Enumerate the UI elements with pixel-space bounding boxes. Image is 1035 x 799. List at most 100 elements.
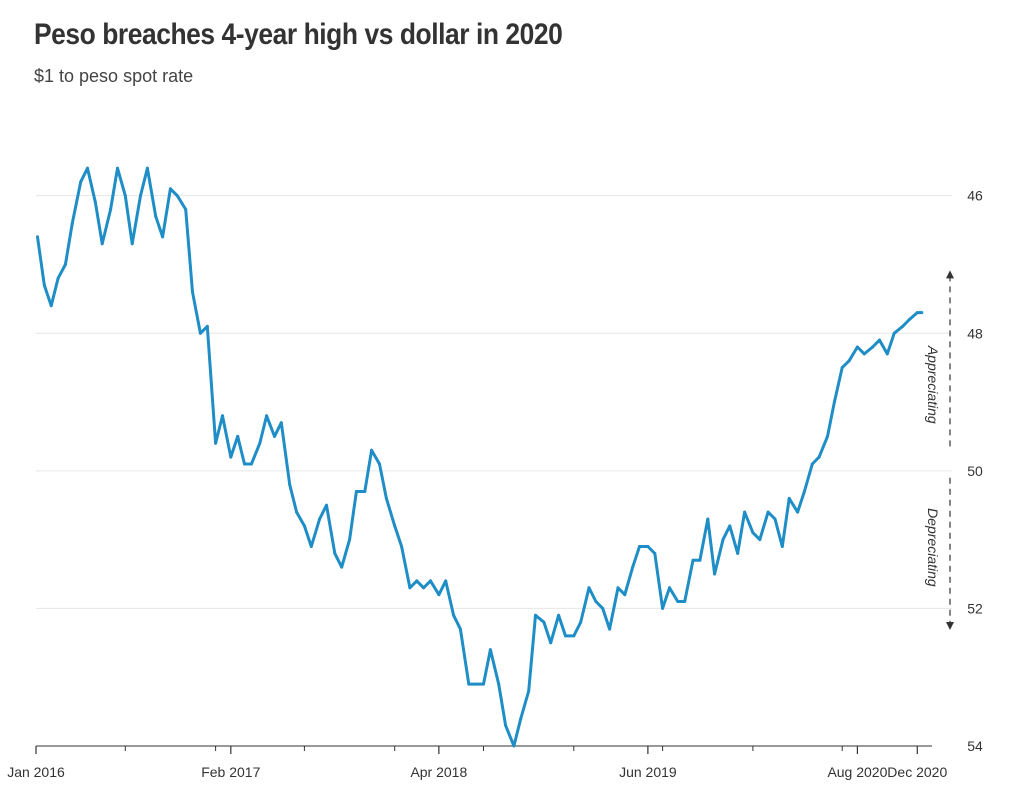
data-point xyxy=(616,586,620,590)
data-point xyxy=(288,483,292,487)
data-point xyxy=(817,455,821,459)
data-point xyxy=(348,538,352,542)
data-point xyxy=(236,434,240,438)
depreciating-label: Depreciating xyxy=(925,508,941,587)
data-point xyxy=(638,545,641,548)
gridlines xyxy=(36,195,952,609)
data-point xyxy=(444,579,448,583)
data-point xyxy=(145,166,149,170)
y-tick-label: 52 xyxy=(967,600,983,616)
data-point xyxy=(258,441,262,445)
data-point xyxy=(56,276,60,280)
data-point xyxy=(519,717,523,720)
data-point xyxy=(273,434,276,438)
data-point xyxy=(474,682,478,686)
data-point xyxy=(668,586,671,590)
data-point xyxy=(198,331,202,335)
data-point xyxy=(564,634,567,638)
x-tick-label: Aug 2020 xyxy=(827,764,887,780)
y-tick-label: 50 xyxy=(967,463,983,479)
data-point xyxy=(504,723,508,727)
data-point xyxy=(221,414,224,418)
data-point xyxy=(279,421,283,425)
data-point xyxy=(915,311,919,315)
data-point xyxy=(354,490,358,493)
data-point xyxy=(184,207,188,211)
data-point xyxy=(205,324,209,328)
data-point xyxy=(452,613,456,617)
data-point xyxy=(706,517,710,521)
data-point xyxy=(743,510,747,514)
data-point xyxy=(42,283,46,287)
data-point xyxy=(318,517,322,521)
data-point xyxy=(661,606,665,610)
data-point xyxy=(214,441,218,445)
data-point xyxy=(892,331,896,335)
data-point xyxy=(796,510,800,514)
data-point xyxy=(826,434,829,438)
data-point xyxy=(482,682,485,686)
data-point xyxy=(631,565,635,569)
data-point xyxy=(295,510,299,514)
data-point xyxy=(810,462,814,466)
data-point xyxy=(497,682,501,686)
data-point xyxy=(802,490,806,493)
data-point xyxy=(363,490,367,493)
data-point xyxy=(572,634,576,638)
data-point xyxy=(86,166,89,170)
data-point xyxy=(467,682,471,686)
data-point xyxy=(93,201,97,204)
appreciating-label: Appreciating xyxy=(925,345,941,424)
data-point xyxy=(847,359,851,363)
data-point xyxy=(787,496,791,500)
data-point xyxy=(549,641,553,645)
data-point xyxy=(415,579,419,583)
data-point xyxy=(302,524,306,528)
data-point xyxy=(512,744,516,748)
data-point xyxy=(309,545,313,548)
data-point xyxy=(542,620,546,624)
data-point xyxy=(400,545,404,548)
data-point xyxy=(370,448,374,452)
data-point xyxy=(63,263,67,266)
data-point xyxy=(168,187,172,191)
data-point xyxy=(766,510,770,514)
data-point xyxy=(534,613,537,617)
data-point xyxy=(527,689,531,693)
data-point xyxy=(587,586,591,590)
data-point xyxy=(601,606,605,610)
data-point xyxy=(437,593,441,597)
data-point xyxy=(773,517,777,521)
data-point xyxy=(557,613,561,617)
data-point xyxy=(109,207,113,211)
data-point xyxy=(458,627,462,631)
data-point xyxy=(832,400,836,404)
data-point xyxy=(907,318,911,321)
chart-subtitle: $1 to peso spot rate xyxy=(34,66,194,86)
data-point xyxy=(698,558,702,562)
data-point xyxy=(758,538,762,542)
data-point xyxy=(36,235,39,239)
data-point xyxy=(384,496,388,500)
data-point xyxy=(713,572,717,576)
data-point xyxy=(862,352,866,356)
data-point xyxy=(100,242,104,246)
up-arrowhead-icon xyxy=(946,270,954,279)
data-point xyxy=(736,551,740,555)
data-point xyxy=(676,600,680,603)
x-tick-label: Dec 2020 xyxy=(887,764,947,780)
data-point xyxy=(871,345,875,349)
data-point xyxy=(878,338,881,342)
y-tick-label: 54 xyxy=(967,738,983,754)
x-tick-label: Jun 2019 xyxy=(619,764,677,780)
data-point xyxy=(139,194,142,198)
data-point xyxy=(429,579,432,583)
axes: 46 48 50 52 54 Jan 2016 Feb 2017 Apr 2018 Jun 20… xyxy=(7,188,983,780)
data-point xyxy=(488,648,492,652)
data-point xyxy=(901,324,905,328)
data-point xyxy=(116,166,119,170)
data-point xyxy=(265,414,269,418)
data-point xyxy=(49,304,53,308)
peso-rate-line xyxy=(36,166,924,748)
